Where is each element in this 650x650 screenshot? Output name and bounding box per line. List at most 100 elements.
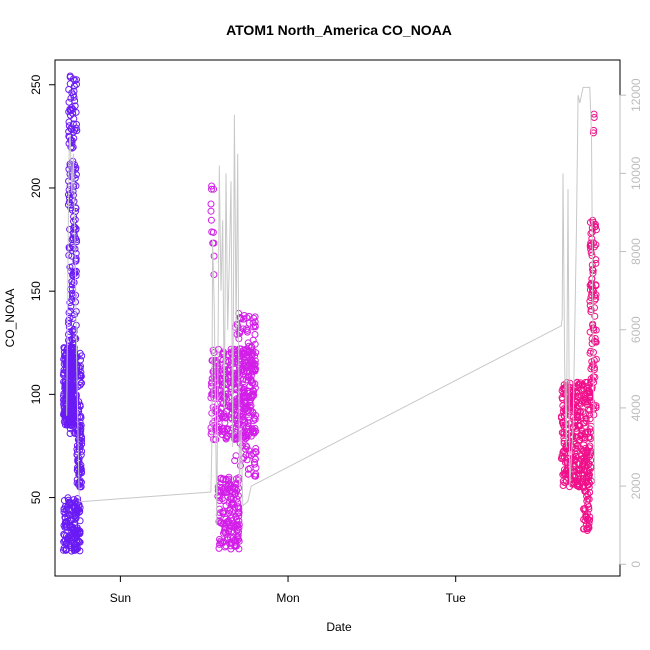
data-point xyxy=(582,398,590,406)
data-point xyxy=(76,437,84,444)
data-point xyxy=(66,501,74,509)
data-point xyxy=(587,428,594,436)
altitude-line-layer xyxy=(66,86,596,526)
y-axis-label: CO_NOAA xyxy=(3,289,17,348)
data-point xyxy=(561,479,569,486)
data-point xyxy=(245,413,253,421)
data-point xyxy=(208,182,216,190)
data-point xyxy=(558,452,566,460)
data-point xyxy=(71,349,78,357)
data-point xyxy=(70,82,78,90)
data-point xyxy=(67,383,75,391)
data-point xyxy=(75,398,83,406)
data-point xyxy=(233,480,241,488)
data-point xyxy=(228,539,236,547)
data-point xyxy=(77,372,85,380)
y2-tick-label: 10000 xyxy=(629,156,643,190)
data-point xyxy=(244,361,252,369)
data-point xyxy=(64,510,72,518)
data-point xyxy=(227,384,235,392)
data-point xyxy=(74,457,82,465)
data-point xyxy=(76,418,84,426)
data-point xyxy=(236,313,244,321)
data-point xyxy=(587,306,595,313)
data-point xyxy=(588,275,596,283)
data-point xyxy=(252,448,259,456)
data-point xyxy=(65,86,73,93)
data-point xyxy=(248,343,256,351)
y2-tick-label: 8000 xyxy=(629,238,643,265)
data-point xyxy=(588,363,596,371)
data-point xyxy=(239,392,247,400)
data-point xyxy=(69,187,77,195)
data-point xyxy=(217,539,224,547)
data-point xyxy=(221,519,229,527)
data-point xyxy=(223,425,231,433)
data-point xyxy=(579,381,587,389)
data-point xyxy=(65,375,73,383)
y-tick-label: 50 xyxy=(29,491,43,505)
data-point xyxy=(231,415,239,423)
data-point xyxy=(73,120,80,128)
series-3-line xyxy=(66,86,596,526)
data-point xyxy=(224,477,232,485)
data-point xyxy=(243,368,251,376)
data-point xyxy=(207,424,215,432)
data-point xyxy=(243,325,250,333)
data-point xyxy=(251,331,259,338)
data-point xyxy=(252,448,260,456)
data-point xyxy=(578,392,586,400)
y-tick-label: 200 xyxy=(29,178,43,198)
data-point xyxy=(251,460,259,468)
data-point xyxy=(585,505,593,513)
data-point xyxy=(240,454,248,462)
y2-tick-label: 2000 xyxy=(629,472,643,499)
data-point xyxy=(208,382,215,390)
data-point xyxy=(591,296,599,304)
data-point xyxy=(231,457,239,465)
data-point xyxy=(567,476,575,484)
data-point xyxy=(249,379,257,387)
data-point xyxy=(586,415,594,423)
data-point xyxy=(221,526,229,534)
data-point xyxy=(219,351,227,359)
data-point xyxy=(65,118,73,126)
data-point xyxy=(251,366,259,374)
data-point xyxy=(250,314,258,322)
data-point xyxy=(70,217,77,225)
data-point xyxy=(582,513,590,521)
data-point xyxy=(70,328,78,336)
data-point xyxy=(207,207,215,215)
data-point xyxy=(70,543,78,551)
data-point xyxy=(245,312,253,320)
data-point xyxy=(75,439,83,447)
data-point xyxy=(218,426,226,434)
data-point xyxy=(233,533,241,541)
data-point xyxy=(65,98,73,106)
data-point xyxy=(592,259,600,267)
data-point xyxy=(72,204,80,212)
data-point xyxy=(76,504,84,512)
data-point xyxy=(243,404,251,412)
data-point xyxy=(70,325,78,333)
data-point xyxy=(586,411,593,419)
data-point xyxy=(225,519,233,526)
data-point xyxy=(75,405,82,413)
data-point xyxy=(579,408,587,416)
data-point xyxy=(580,505,588,513)
data-point xyxy=(590,129,597,137)
data-point xyxy=(249,347,257,355)
data-point xyxy=(580,458,588,466)
data-point xyxy=(216,535,223,543)
data-point xyxy=(65,339,73,347)
data-point xyxy=(232,513,240,521)
data-point xyxy=(207,200,215,208)
data-point xyxy=(72,335,80,343)
data-point xyxy=(72,392,80,399)
y-tick-label: 150 xyxy=(29,281,43,301)
data-point xyxy=(68,409,75,417)
data-point xyxy=(65,540,73,548)
data-point xyxy=(77,464,85,472)
